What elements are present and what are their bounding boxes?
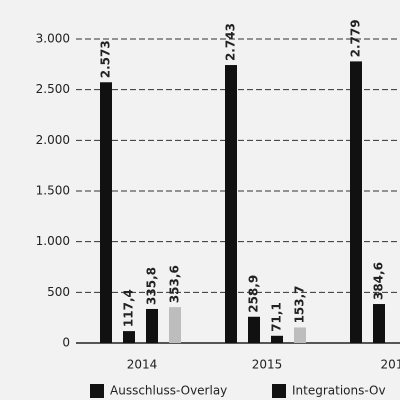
data-label: 117,4 [122, 289, 136, 327]
data-label: 71,1 [270, 302, 284, 332]
x-tick-label: 2014 [127, 358, 158, 372]
y-tick-label: 1.500 [36, 184, 70, 198]
x-tick-label: 2015 [252, 358, 283, 372]
legend-swatch [272, 384, 286, 398]
y-tick-label: 0 [62, 336, 70, 350]
data-label: 335,8 [145, 267, 159, 305]
y-tick-label: 2.500 [36, 82, 70, 96]
bar [248, 316, 260, 343]
bar [169, 307, 181, 343]
bar [373, 304, 385, 343]
data-label: 2.779 [349, 19, 363, 57]
bar [271, 335, 283, 343]
bar [294, 327, 306, 343]
bar [123, 331, 135, 343]
data-label: 258,9 [247, 275, 261, 313]
bar [225, 65, 237, 343]
data-label: 2.573 [99, 40, 113, 78]
legend-label: Integrations-Ov [292, 384, 386, 398]
y-tick-label: 1.000 [36, 234, 70, 248]
legend-label: Ausschluss-Overlay [110, 384, 227, 398]
data-label: 353,6 [168, 265, 182, 303]
y-tick-label: 500 [47, 285, 70, 299]
bar [146, 308, 158, 343]
data-label: 153,7 [293, 285, 307, 323]
y-tick-label: 2.000 [36, 133, 70, 147]
legend-swatch [90, 384, 104, 398]
x-tick-label: 201 [381, 358, 400, 372]
data-label: 384,6 [372, 262, 386, 300]
y-tick-label: 3.000 [36, 32, 70, 46]
data-label: 2.743 [224, 23, 238, 61]
bar [100, 82, 112, 343]
bar [350, 61, 362, 344]
